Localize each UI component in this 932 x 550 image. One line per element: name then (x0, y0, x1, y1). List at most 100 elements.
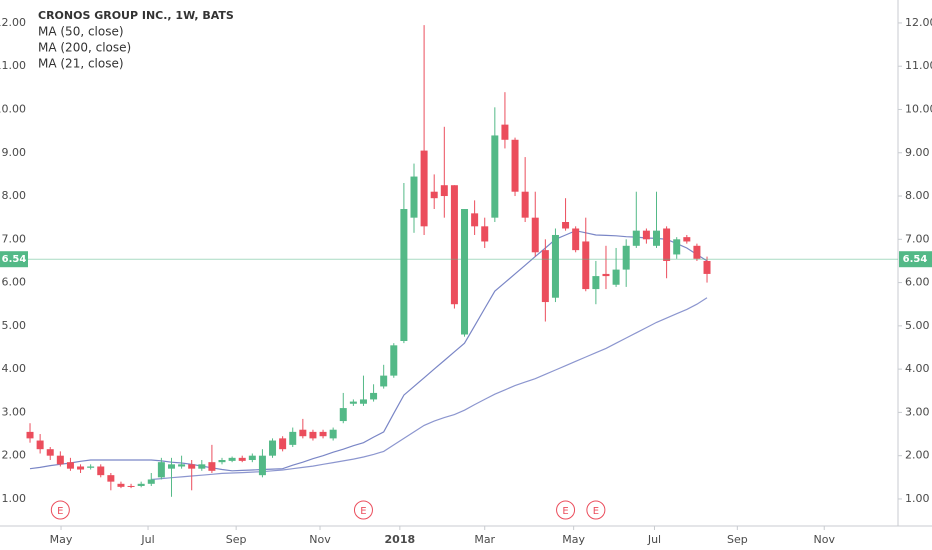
y-tick-label-left: 8.00 (2, 189, 27, 202)
y-tick-label-right: 9.00 (905, 146, 930, 159)
candle-body (147, 479, 155, 484)
candle-body (501, 124, 509, 140)
candle-body (653, 230, 661, 246)
x-tick-label: 2018 (385, 533, 416, 546)
candle-body (531, 217, 539, 253)
last-price-label-right: 6.54 (903, 254, 928, 265)
legend-entry[interactable]: MA (21, close) (38, 57, 124, 71)
candle-body (521, 191, 529, 218)
y-tick-label-right: 2.00 (905, 449, 930, 462)
y-tick-label-left: 3.00 (2, 405, 27, 418)
earnings-marker (353, 500, 373, 520)
candle-body (380, 375, 388, 387)
earnings-marker (556, 500, 576, 520)
y-tick-label-left: 5.00 (2, 319, 27, 332)
candle-body (279, 438, 287, 450)
x-tick-label: Sep (727, 533, 748, 546)
candle-body (46, 449, 54, 456)
candle-body (582, 241, 590, 290)
candle-body (188, 464, 196, 469)
ma-line (151, 297, 708, 481)
candle-body (683, 237, 691, 242)
candle-body (400, 209, 408, 342)
candle-body (349, 401, 357, 404)
candle-body (218, 460, 226, 463)
candle-body (258, 455, 266, 476)
x-tick-label: May (50, 533, 73, 546)
candle-body (592, 276, 600, 290)
y-tick-label-left: 6.00 (2, 276, 27, 289)
candle-body (430, 191, 438, 199)
candle-body (36, 440, 44, 450)
candle-body (572, 228, 580, 251)
y-tick-label-left: 7.00 (2, 232, 27, 245)
candle-body (66, 462, 74, 469)
y-tick-label-left: 12.00 (0, 16, 26, 29)
candle-body (420, 150, 428, 227)
candle-body (541, 250, 549, 303)
candle-body (511, 139, 519, 192)
candle-body (77, 466, 85, 470)
last-price-badge-right (899, 251, 932, 268)
last-price-label-left: 6.54 (2, 254, 27, 265)
y-tick-label-right: 11.00 (905, 59, 932, 72)
candle-body (491, 135, 499, 218)
ma-line (29, 230, 708, 472)
candle-body (248, 455, 256, 461)
candle-body (127, 485, 135, 487)
chart-title[interactable]: CRONOS GROUP INC., 1W, BATS (38, 9, 234, 22)
y-tick-label-right: 6.00 (905, 276, 930, 289)
candle-body (56, 455, 64, 465)
earnings-label: E (57, 506, 63, 517)
candle-body (359, 399, 367, 404)
candle-body (612, 269, 620, 285)
earnings-label: E (562, 506, 568, 517)
y-tick-label-left: 9.00 (2, 146, 27, 159)
candle-body (309, 431, 317, 439)
candle-body (370, 392, 378, 400)
candle-body (440, 185, 448, 197)
y-tick-label-left: 11.00 (0, 59, 26, 72)
candle-body (551, 234, 559, 298)
y-tick-label-right: 1.00 (905, 492, 930, 505)
x-tick-label: Mar (474, 533, 495, 546)
earnings-marker (586, 500, 606, 520)
candle-body (289, 431, 297, 445)
candle-body (228, 457, 236, 461)
candle-body (673, 239, 681, 255)
candle-body (319, 431, 327, 437)
x-tick-label: Sep (226, 533, 247, 546)
candle-body (703, 260, 711, 274)
candle-body (562, 221, 570, 229)
x-tick-label: Nov (309, 533, 331, 546)
earnings-label: E (360, 506, 366, 517)
candle-body (26, 431, 34, 439)
y-tick-label-right: 5.00 (905, 319, 930, 332)
legend-entry[interactable]: MA (200, close) (38, 41, 131, 55)
y-tick-label-left: 10.00 (0, 102, 26, 115)
candle-body (238, 457, 246, 461)
legend-entry[interactable]: MA (50, close) (38, 25, 124, 39)
candle-body (461, 209, 469, 335)
candle-body (198, 464, 206, 469)
y-tick-label-left: 2.00 (2, 449, 27, 462)
candle-body (339, 408, 347, 422)
earnings-label: E (593, 506, 599, 517)
candle-body (208, 462, 216, 471)
candle-body (642, 230, 650, 240)
candle-body (107, 475, 115, 482)
y-tick-label-left: 4.00 (2, 362, 27, 375)
candle-body (471, 213, 479, 227)
candle-body (137, 483, 145, 486)
last-price-badge-left (0, 251, 28, 268)
x-tick-label: Jul (140, 533, 154, 546)
candle-body (157, 462, 165, 478)
candle-body (97, 466, 105, 476)
candle-body (632, 230, 640, 246)
candle-body (602, 273, 610, 277)
candle-body (178, 464, 186, 467)
candle-body (299, 429, 307, 437)
y-tick-label-right: 7.00 (905, 232, 930, 245)
candle-body (269, 440, 277, 456)
